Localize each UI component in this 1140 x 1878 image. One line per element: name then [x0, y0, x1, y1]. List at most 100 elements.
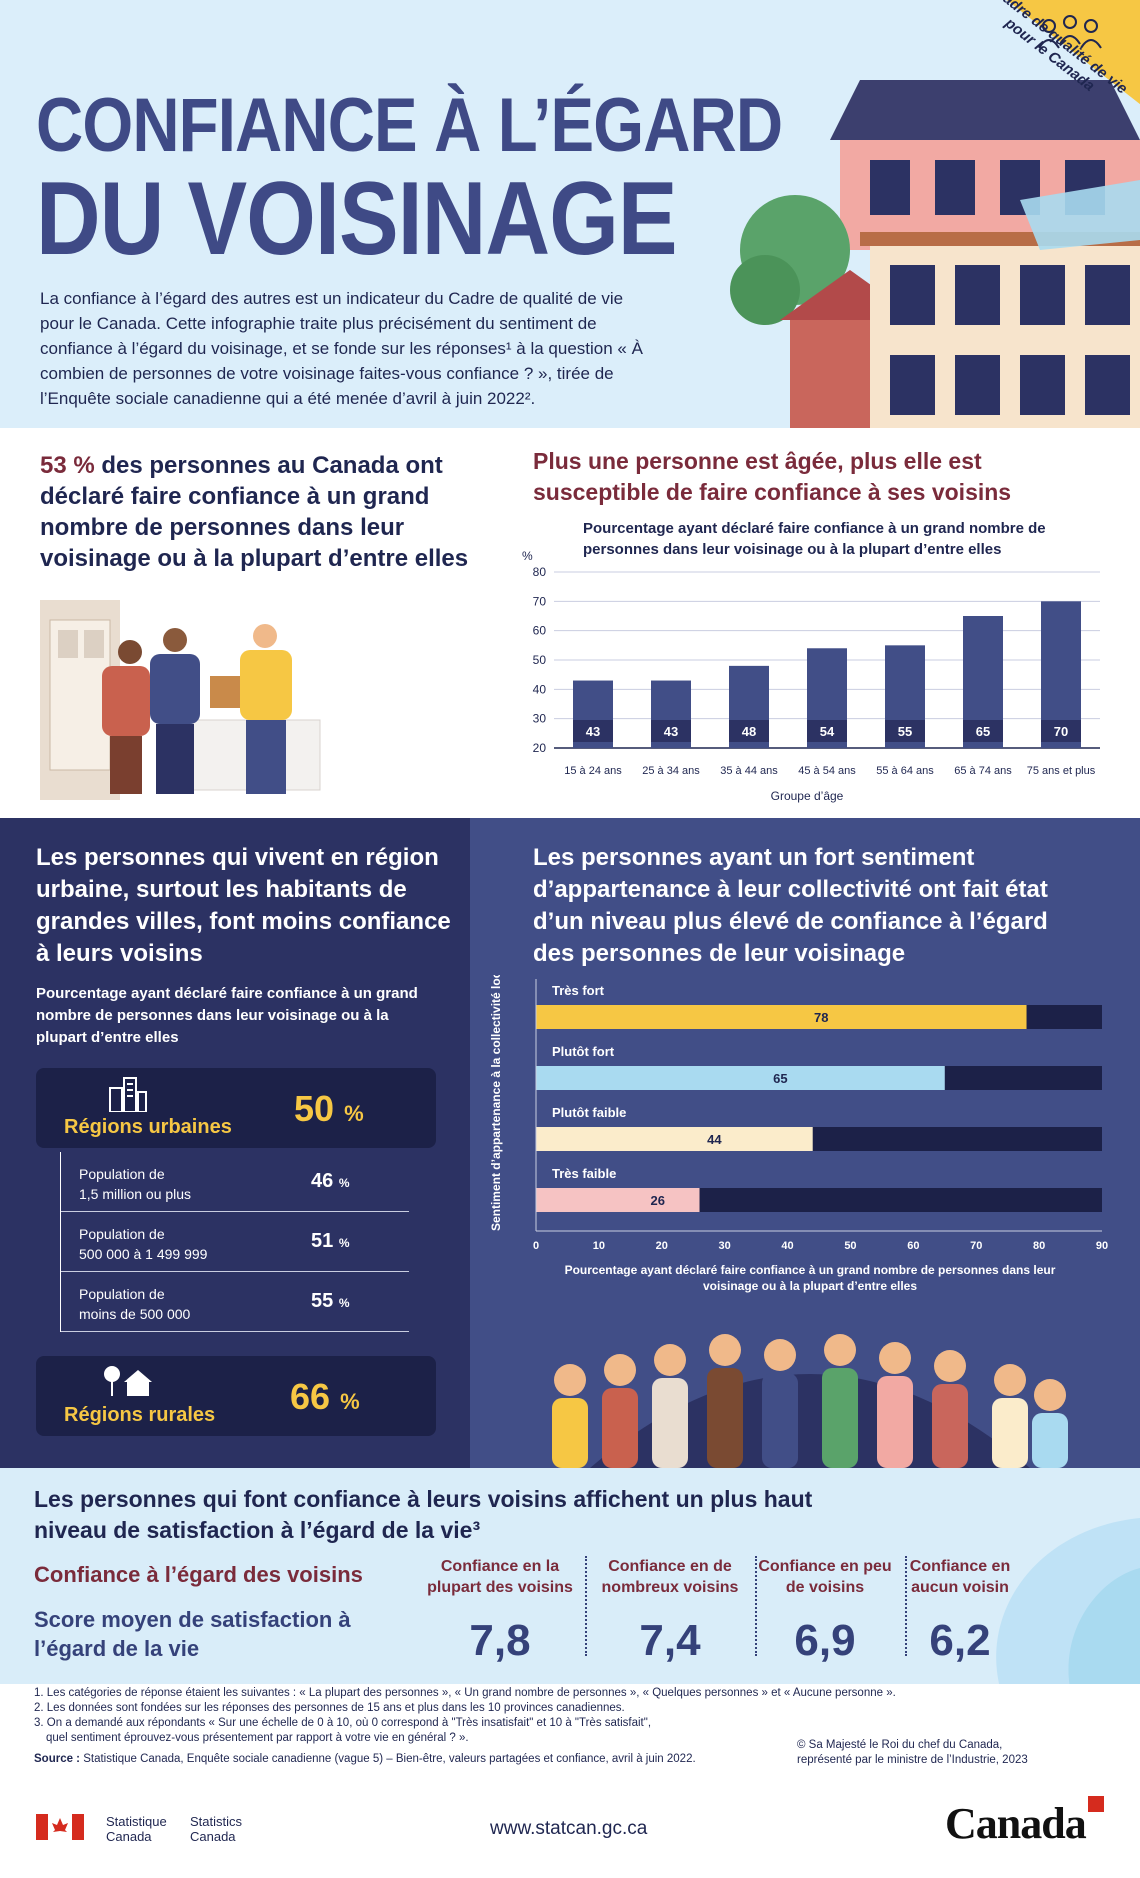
- pop-row-large: Population de 1,5 million ou plus 46 %: [61, 1152, 409, 1212]
- bar-value-label: 44: [707, 1132, 722, 1147]
- age-chart-x-axis-label: Groupe d’âge: [771, 789, 844, 803]
- x-tick-label: 40: [781, 1240, 793, 1252]
- rural-value-pct: %: [340, 1389, 360, 1414]
- x-tick-label: 15 à 24 ans: [564, 765, 622, 777]
- bar: [536, 1005, 1027, 1029]
- statcan-en-logo: Statistics Canada: [190, 1814, 243, 1844]
- bar-label-bg: [885, 720, 925, 742]
- page-title-line1: CONFIANCE À L’ÉGARD: [36, 83, 783, 168]
- x-tick-label: 25 à 34 ans: [642, 765, 700, 777]
- age-chart-y-ticks: 20 30 40 50 60 70 80: [533, 565, 547, 755]
- sat-col-value: 6,9: [794, 1616, 856, 1665]
- bar-value-label: 65: [773, 1071, 787, 1086]
- y-tick-label: 80: [533, 565, 547, 579]
- sat-col-many: Confiance en de nombreux voisins 7,4: [595, 1556, 745, 1666]
- city-buildings-icon: [109, 1077, 147, 1112]
- x-tick-label: 65 à 74 ans: [954, 765, 1012, 777]
- belonging-chart-caption: Pourcentage ayant déclaré faire confianc…: [564, 1263, 1056, 1293]
- pop-row-label: Population de 1,5 million ou plus: [79, 1166, 192, 1202]
- x-tick-label: 10: [593, 1240, 605, 1252]
- stat-53-pct: 53 %: [40, 452, 95, 479]
- pop-row-value: 51 %: [311, 1230, 350, 1252]
- intro-paragraph: La confiance à l’égard des autres est un…: [40, 289, 643, 408]
- category-label: Plutôt faible: [552, 1105, 626, 1120]
- bar-label-bg: [651, 720, 691, 742]
- footnotes: 1. Les catégories de réponse étaient les…: [34, 1686, 1094, 1767]
- y-tick-label: 70: [533, 594, 547, 608]
- urban-value: 50 %: [294, 1088, 364, 1130]
- stat-53-body: des personnes au Canada ont déclaré fair…: [40, 452, 469, 572]
- rural-regions-card: Régions rurales 66 %: [36, 1356, 436, 1436]
- pop-row-medium: Population de 500 000 à 1 499 999 51 %: [61, 1212, 409, 1272]
- age-chart-subtitle: Pourcentage ayant déclaré faire confianc…: [583, 520, 1046, 558]
- y-tick-label: 30: [533, 712, 547, 726]
- sat-col-head: Confiance en la plupart des voisins: [427, 1558, 573, 1596]
- age-chart-bars: 43 43 48 54 55 65 70: [573, 601, 1081, 748]
- crowd-illustration: [552, 1334, 1068, 1468]
- page-title-line2: DU VOISINAGE: [36, 161, 678, 277]
- sat-col-head: Confiance en aucun voisin: [909, 1558, 1011, 1596]
- bar-label-bg: [573, 720, 613, 742]
- leaf-decoration: [996, 1518, 1140, 1684]
- bar-label-bg: [963, 720, 1003, 742]
- belonging-chart-y-axis-label: Sentiment d’appartenance à la collectivi…: [489, 975, 503, 1231]
- bar-value-label: 26: [651, 1193, 665, 1208]
- people-group-icon: [1038, 15, 1102, 49]
- neighbours-illustration: [40, 600, 321, 800]
- sat-col-value: 6,2: [929, 1616, 991, 1665]
- pop-row-label: Population de moins de 500 000: [79, 1286, 191, 1322]
- bar-label-bg: [807, 720, 847, 742]
- bar-value-label: 55: [898, 724, 912, 739]
- bar-value-label: 70: [1054, 724, 1068, 739]
- statcan-url-link[interactable]: www.statcan.gc.ca: [490, 1818, 648, 1839]
- x-tick-label: 55 à 64 ans: [876, 765, 934, 777]
- urban-label: Régions urbaines: [64, 1116, 232, 1138]
- bar-value-label: 48: [742, 724, 756, 739]
- x-tick-label: 20: [656, 1240, 668, 1252]
- source-label: Source :: [34, 1753, 81, 1765]
- sat-col-value: 7,4: [639, 1616, 701, 1665]
- x-tick-label: 35 à 44 ans: [720, 765, 778, 777]
- stat-53-text: 53 % des personnes au Canada ont déclaré…: [40, 450, 480, 574]
- footnote-1: 1. Les catégories de réponse étaient les…: [34, 1687, 896, 1699]
- age-chart-unit: %: [522, 550, 533, 563]
- score-row-label: Score moyen de satisfaction à l’égard de…: [34, 1607, 351, 1661]
- belonging-bar-chart: Très fort 78 Plutôt fort 65 Plutôt faible 44 T…: [489, 975, 1108, 1293]
- wordmark-flag-icon: [1088, 1796, 1104, 1812]
- bar-value-label: 78: [814, 1010, 828, 1025]
- canada-wordmark: Canada: [945, 1799, 1087, 1848]
- sat-divider: [905, 1556, 907, 1656]
- y-tick-label: 50: [533, 653, 547, 667]
- life-heading: Les personnes qui font confiance à leurs…: [34, 1486, 813, 1543]
- x-tick-label: 75 ans et plus: [1027, 765, 1096, 777]
- x-tick-label: 45 à 54 ans: [798, 765, 856, 777]
- sat-col-value: 7,8: [469, 1616, 531, 1665]
- footnote-2: 2. Les données sont fondées sur les répo…: [34, 1702, 625, 1714]
- x-tick-label: 60: [907, 1240, 919, 1252]
- x-tick-label: 90: [1096, 1240, 1108, 1252]
- building-illustration: [730, 80, 1140, 428]
- belonging-chart-x-ticks: 0 10 20 30 40 50 60 70 80 90: [533, 1240, 1108, 1252]
- pop-row-value: 55 %: [311, 1290, 350, 1312]
- age-bar-chart: 43 43 48 54 55 65 70 20 30 40 50 60 70 80 15 à 24 an…: [522, 550, 1100, 803]
- category-label: Plutôt fort: [552, 1044, 615, 1059]
- x-tick-label: 50: [844, 1240, 856, 1252]
- header-section: [0, 0, 1140, 428]
- belonging-heading: Les personnes ayant un fort sentiment d’…: [533, 844, 1048, 967]
- sat-col-head: Confiance en de nombreux voisins: [601, 1558, 739, 1596]
- urban-value-number: 50: [294, 1088, 335, 1129]
- rural-value: 66 %: [290, 1376, 360, 1418]
- y-tick-label: 20: [533, 741, 547, 755]
- pop-row-label: Population de 500 000 à 1 499 999: [79, 1226, 208, 1262]
- bar-value-label: 65: [976, 724, 990, 739]
- trust-row-label: Confiance à l’égard des voisins: [34, 1562, 363, 1587]
- y-tick-label: 40: [533, 682, 547, 696]
- bar-label-bg: [729, 720, 769, 742]
- pop-row-small: Population de moins de 500 000 55 %: [61, 1272, 409, 1332]
- urban-value-pct: %: [344, 1101, 364, 1126]
- sat-divider: [755, 1556, 757, 1656]
- copyright-line1: © Sa Majesté le Roi du chef du Canada,: [797, 1739, 1003, 1751]
- footnote-3: 3. On a demandé aux répondants « Sur une…: [34, 1717, 652, 1729]
- bar: [536, 1127, 813, 1151]
- bar-value-label: 43: [586, 724, 600, 739]
